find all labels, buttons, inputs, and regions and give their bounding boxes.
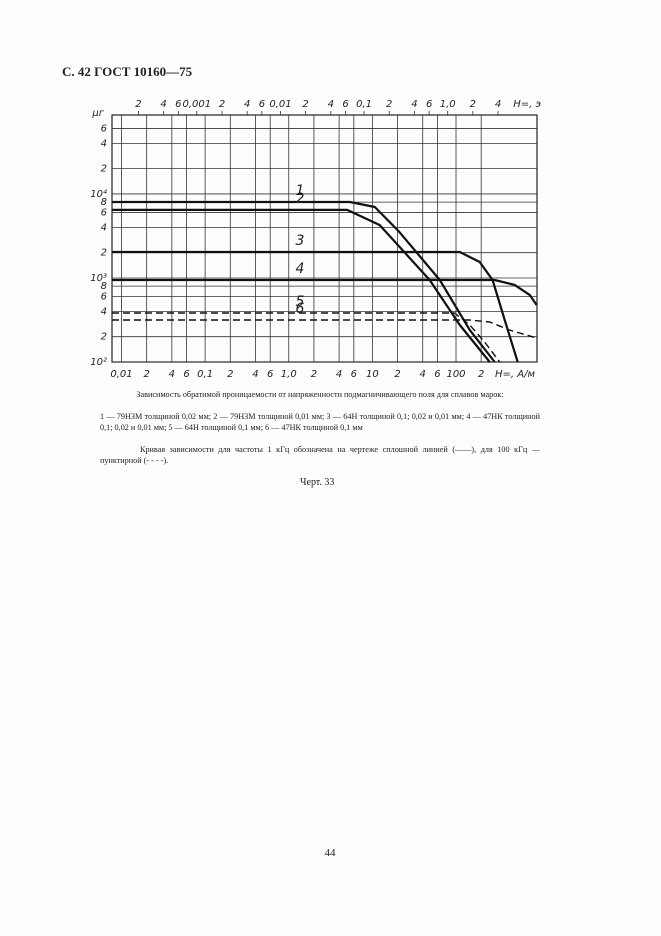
x2-tick-label: 2	[386, 99, 392, 110]
x-tick-label: 10	[366, 369, 379, 380]
x2-tick-label: 0,01	[269, 99, 291, 110]
x-tick-label: 2	[143, 369, 149, 380]
x2-tick-label: 6	[175, 99, 181, 110]
x2-tick-label: 2	[219, 99, 225, 110]
x-tick-label: 2	[478, 369, 484, 380]
y-tick-label: 10²	[90, 357, 107, 368]
y-tick-label: 6	[101, 208, 107, 219]
y-tick-label: 8	[101, 197, 107, 208]
series-line	[112, 250, 519, 363]
y-tick-label: 10³	[90, 273, 107, 284]
y-tick-label: 4	[101, 222, 107, 233]
y-tick-label: 8	[101, 281, 107, 292]
x-tick-label: 100	[446, 369, 465, 380]
x-tick-label: 0,1	[197, 369, 213, 380]
y-tick-label: 6	[101, 292, 107, 303]
caption-note: Кривая зависимости для частоты 1 кГц обо…	[100, 445, 540, 465]
x2-tick-label: 2	[470, 99, 476, 110]
y-tick-label: 2	[101, 248, 107, 259]
plot-frame	[111, 114, 538, 363]
x2-tick-label: 0,1	[356, 99, 372, 110]
x2-tick-label: 4	[160, 99, 166, 110]
series-label: 4	[296, 261, 305, 277]
x-tick-label: 2	[311, 369, 317, 380]
x2-tick-label: 4	[244, 99, 250, 110]
x-tick-label: 4	[169, 369, 175, 380]
series-label: 3	[296, 233, 305, 249]
y-axis-label: μг	[91, 108, 104, 119]
x2-tick-label: 6	[342, 99, 348, 110]
y-tick-label: 6	[101, 124, 107, 135]
header-title: С. 42 ГОСТ 10160—75	[62, 64, 193, 79]
x2-tick-label: 4	[411, 99, 417, 110]
series-line	[112, 278, 538, 306]
y-tick-label: 10⁴	[90, 188, 107, 200]
chart: 0,01 2 4 6 0,1 2 4 6 1,0 2 4 6 10 2 4 6 100 22 4 6 0,001 2 4 6 0…	[90, 99, 541, 380]
series-label: 2	[296, 191, 305, 207]
x2-tick-label: 0,001	[183, 99, 212, 110]
x2-tick-label: 6	[259, 99, 265, 110]
series-line	[112, 200, 496, 363]
x-axis-label: H=, A/м	[495, 369, 535, 380]
x-tick-label: 4	[336, 369, 342, 380]
series-line	[112, 319, 537, 339]
caption-legend: 1 — 79НЗМ толщиной 0,02 мм; 2 — 79НЗМ то…	[100, 412, 540, 432]
figure-label: Черт. 33	[300, 477, 335, 488]
x-tick-label: 6	[434, 369, 440, 380]
x-tick-label: 2	[227, 369, 233, 380]
series-label: 1	[296, 183, 305, 199]
y-tick-label: 2	[101, 164, 107, 175]
x-tick-label: 6	[183, 369, 189, 380]
x-tick-label: 2	[394, 369, 400, 380]
series-label: 5	[296, 294, 305, 310]
x-tick-label: 4	[252, 369, 258, 380]
page-number: 44	[324, 847, 336, 859]
x2-tick-label: 1,0	[440, 99, 456, 110]
x2-tick-label: 4	[495, 99, 501, 110]
x2-tick-label: 6	[426, 99, 432, 110]
caption-title: Зависимость обратимой проницаемости от н…	[136, 390, 504, 399]
x-tick-label: 6	[351, 369, 357, 380]
y-tick-label: 4	[101, 138, 107, 149]
x-tick-label: 4	[420, 369, 426, 380]
x-tick-label: 6	[267, 369, 273, 380]
x2-tick-label: 2	[135, 99, 141, 110]
x2-tick-label: 2	[302, 99, 308, 110]
series-label: 6	[296, 301, 305, 317]
y-tick-label: 2	[101, 332, 107, 343]
x2-tick-label: 4	[328, 99, 334, 110]
x2-axis-label: H=, э	[513, 99, 541, 110]
x-tick-label: 1,0	[281, 369, 297, 380]
x-tick-label: 0,01	[110, 369, 132, 380]
y-tick-label: 4	[101, 306, 107, 317]
